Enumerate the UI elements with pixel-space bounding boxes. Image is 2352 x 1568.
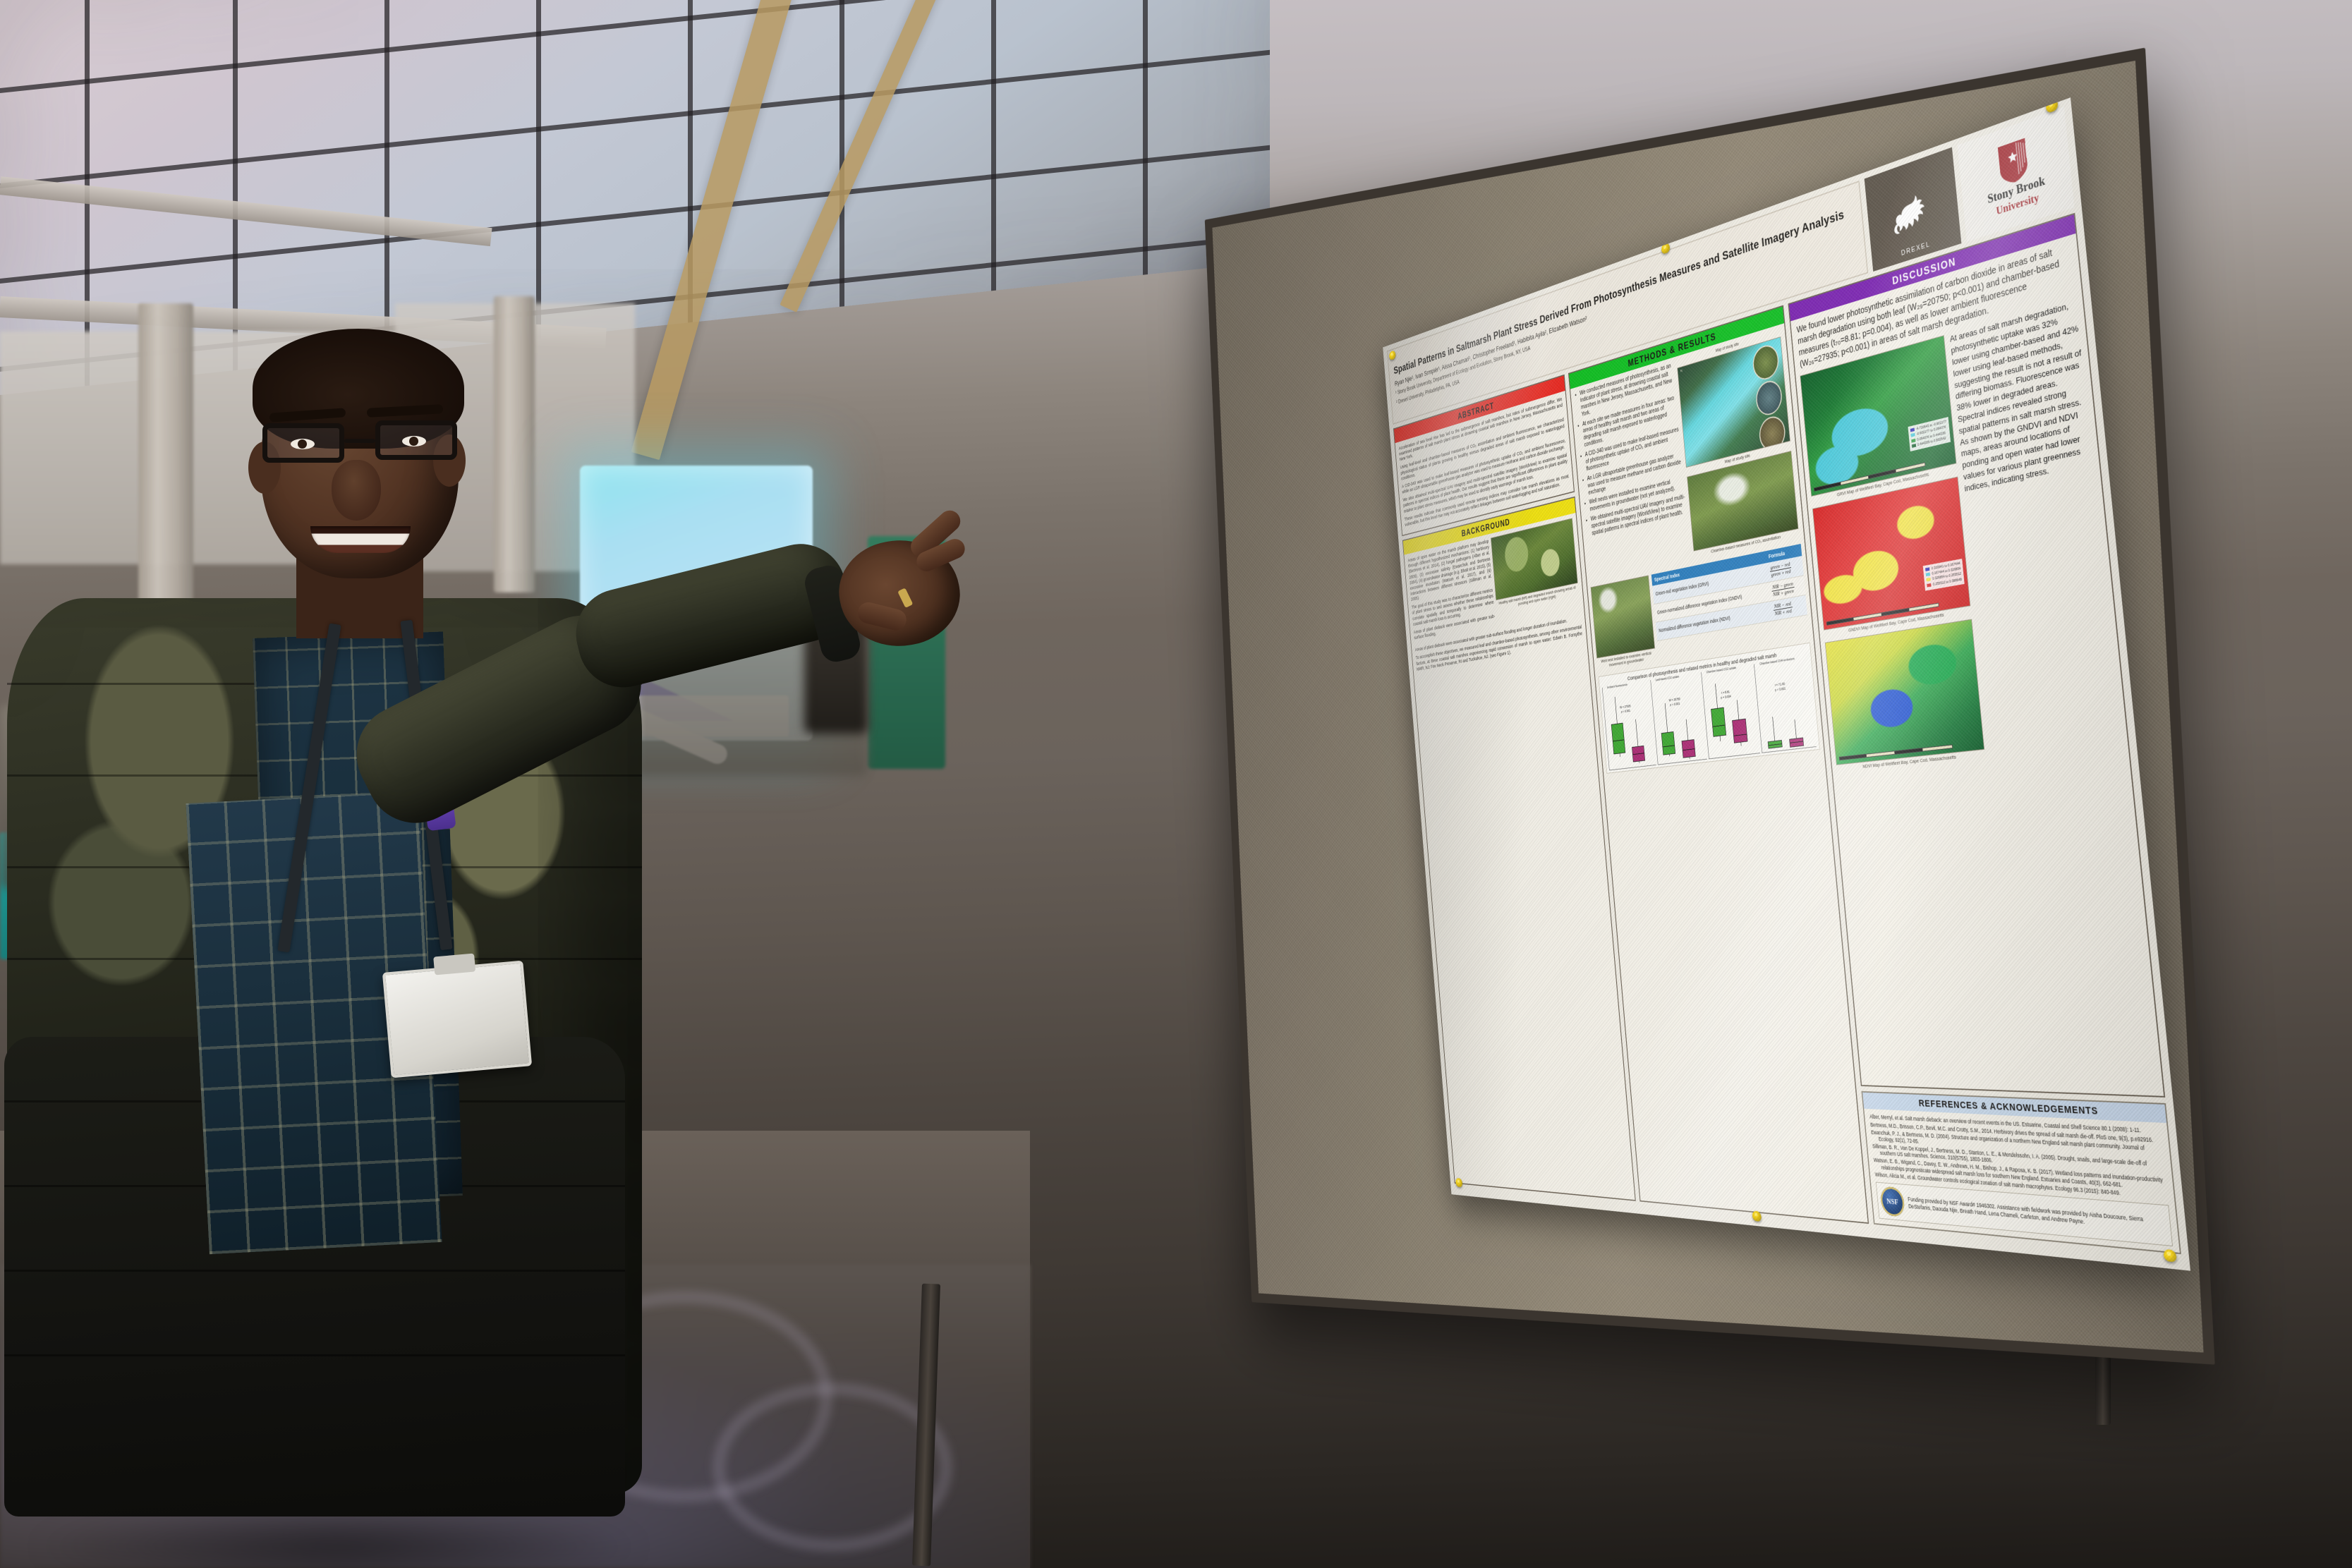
eye-right xyxy=(402,436,426,446)
chart-panels: Ambient fluorescence W = 27935 p < 0.001 xyxy=(1601,655,1817,770)
panel-3-degraded-box xyxy=(1732,718,1748,743)
panel-2-healthy-box xyxy=(1661,731,1676,755)
eye-left xyxy=(291,439,315,449)
dragon-icon xyxy=(1893,193,1927,236)
references-panel: REFERENCES & ACKNOWLEDGEMENTS Alber, Mer… xyxy=(1861,1091,2181,1255)
panel-4-healthy-box xyxy=(1767,740,1783,749)
glasses-bridge xyxy=(344,439,375,443)
poster-board-assembly: Spatial Patterns in Saltmarsh Plant Stre… xyxy=(912,0,2352,1568)
badge-clip xyxy=(433,953,476,976)
finger-ring xyxy=(897,588,914,608)
eyeglasses xyxy=(262,420,457,466)
chart-panel-leaf-co2: Leaf-based CO2 uptake W = 20750 p < 0.00… xyxy=(1650,672,1707,765)
nsf-logo-icon: NSF xyxy=(1879,1186,1905,1217)
panel-3-healthy-box xyxy=(1710,707,1726,737)
hair xyxy=(253,329,464,449)
panel-1-degraded-box xyxy=(1631,745,1646,762)
ear-right xyxy=(433,434,466,487)
atrium-column xyxy=(138,303,193,642)
badge-name-text xyxy=(394,1056,528,1068)
acknowledgement-text: Funding provided by NSF Award# 1946302. … xyxy=(1907,1196,2144,1225)
name-badge[interactable] xyxy=(382,953,533,1078)
panel-1-healthy-box xyxy=(1611,722,1626,755)
chart-panel-chamber-co2: Chamber-based CO2 uptake t = 8.81 p = 0.… xyxy=(1700,664,1761,759)
well-nest-photo xyxy=(1590,575,1655,659)
gndvi-map: 0.319941 to 0.167444 0.167444 to 0.32985… xyxy=(1812,476,1971,631)
panel-1-annotation: W = 27935 p < 0.001 xyxy=(1620,705,1631,715)
mouth-smiling xyxy=(310,526,411,553)
site-inset-b xyxy=(1754,377,1783,418)
lens-right xyxy=(375,420,457,460)
site-map-scale-note: N xyxy=(1680,369,1683,373)
panel-4-annotation: t = 71.90 p < 0.001 xyxy=(1774,682,1786,693)
panel-2-annotation: W = 20750 p < 0.001 xyxy=(1668,698,1681,707)
thumb xyxy=(855,600,909,633)
atrium-column-2 xyxy=(494,296,535,592)
poster-board: Spatial Patterns in Saltmarsh Plant Stre… xyxy=(1204,47,2215,1365)
chart-panel-fluorescence: Ambient fluorescence W = 27935 p < 0.001 xyxy=(1601,680,1656,770)
discussion-figures-row: -4.720643 to -0.602177 -0.602177 to 0.09… xyxy=(1796,296,2128,777)
research-poster[interactable]: Spatial Patterns in Saltmarsh Plant Stre… xyxy=(1383,97,2190,1271)
references-body: Alber, Merryl, et al. Salt marsh dieback… xyxy=(1864,1109,2180,1253)
grvi-map-legend: -4.720643 to -0.602177 -0.602177 to 0.09… xyxy=(1908,416,1951,452)
ndvi-map xyxy=(1824,619,1985,765)
gndvi-map-legend: 0.319941 to 0.167444 0.167444 to 0.32985… xyxy=(1923,558,1965,591)
panel-2-degraded-box xyxy=(1681,739,1696,758)
nose xyxy=(332,460,381,521)
presenter xyxy=(0,303,969,1568)
panel-4-degraded-box xyxy=(1789,737,1805,748)
site-inset-a xyxy=(1751,341,1781,383)
chart-panel-chamber-ch4: Chamber-based CH4 emissions t = 71.90 p … xyxy=(1754,655,1817,753)
panel-3-annotation: t = 8.81 p = 0.004 xyxy=(1721,691,1732,700)
